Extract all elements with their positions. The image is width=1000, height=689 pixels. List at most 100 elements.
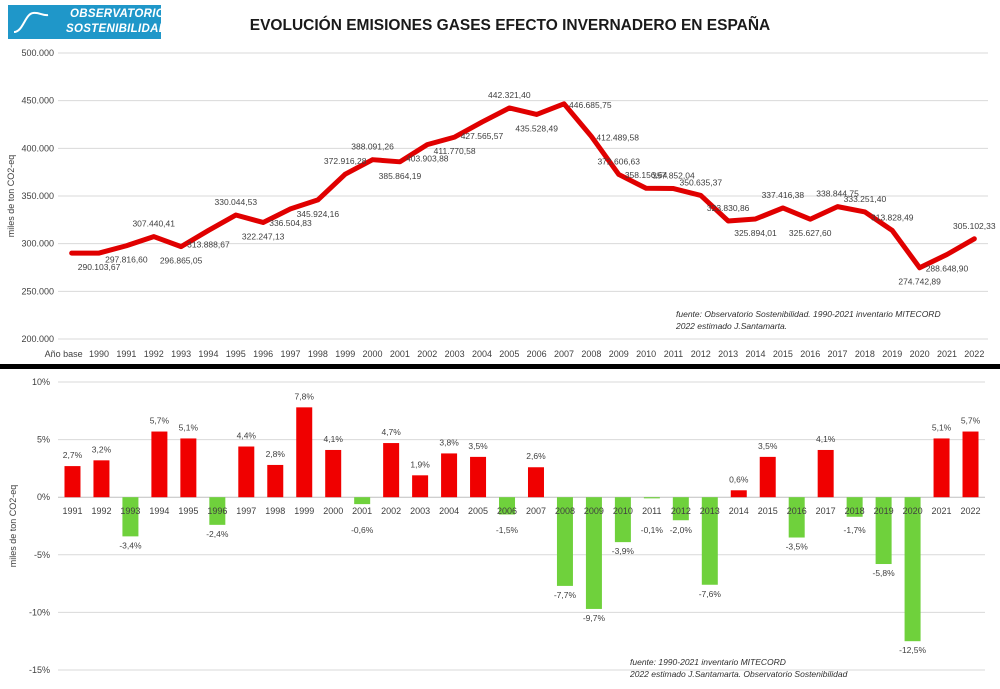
x-tick-label: 1993 (171, 349, 191, 359)
data-label: 411.770,58 (434, 146, 476, 156)
data-label: 358.156,64 (625, 170, 668, 180)
data-label: 372.916,28 (324, 156, 367, 166)
data-label: -1,5% (496, 525, 519, 535)
bar (672, 497, 689, 521)
data-label: 336.504,83 (269, 218, 312, 228)
data-label: 330.044,53 (215, 197, 258, 207)
bar (441, 453, 458, 498)
x-tick-label: 2005 (468, 506, 488, 516)
data-label: -12,5% (899, 645, 926, 655)
source-note: fuente: 1990-2021 inventario MITECORD (630, 657, 786, 667)
y-tick-label: -15% (29, 665, 50, 675)
bar (933, 438, 950, 498)
x-tick-label: 2016 (800, 349, 820, 359)
x-tick-label: Año base (45, 349, 83, 359)
data-label: -7,6% (699, 589, 722, 599)
bar (354, 497, 371, 505)
data-label: 4,1% (816, 434, 836, 444)
x-tick-label: 2009 (584, 506, 604, 516)
x-tick-label: 2017 (816, 506, 836, 516)
source-note: 2022 estimado J.Santamarta. Observatorio… (629, 669, 848, 679)
data-label: 5,7% (961, 416, 981, 426)
x-tick-label: 2004 (472, 349, 492, 359)
x-tick-label: 2020 (910, 349, 930, 359)
data-point (643, 186, 649, 191)
bar (267, 464, 284, 498)
bar (412, 475, 429, 498)
y-tick-label: 10% (32, 377, 50, 387)
x-tick-label: 2000 (323, 506, 343, 516)
x-tick-label: 2019 (882, 349, 902, 359)
data-label: -9,7% (583, 613, 606, 623)
x-tick-label: 2021 (937, 349, 957, 359)
y-tick-label: -10% (29, 607, 50, 617)
bar (296, 407, 313, 498)
bar (585, 497, 602, 609)
data-point (972, 236, 977, 242)
data-point (151, 234, 156, 239)
x-tick-label: 2012 (691, 349, 711, 359)
data-point (96, 250, 102, 256)
data-label: 2,6% (526, 451, 546, 461)
x-tick-label: 2010 (636, 349, 656, 359)
data-point (452, 134, 457, 140)
x-tick-label: 2003 (410, 506, 430, 516)
chart-separator (0, 364, 1000, 369)
bar (209, 497, 226, 525)
x-tick-label: 2004 (439, 506, 459, 516)
page-title: EVOLUCIÓN EMISIONES GASES EFECTO INVERNA… (249, 17, 771, 34)
source-note: 2022 estimado J.Santamarta. (675, 321, 787, 331)
data-label: 4,1% (324, 434, 344, 444)
y-tick-label: 400.000 (21, 143, 54, 153)
x-tick-label: 1999 (335, 349, 355, 359)
data-label: -5,8% (873, 568, 896, 578)
data-label: 5,1% (179, 422, 199, 432)
x-tick-label: 1997 (280, 349, 300, 359)
x-tick-label: 2020 (903, 506, 923, 516)
data-point (616, 172, 621, 177)
x-tick-label: 1998 (308, 349, 328, 359)
x-tick-label: 2002 (381, 506, 401, 516)
data-point (589, 134, 594, 139)
y-axis-label: miles de ton CO2-eq (6, 155, 16, 238)
data-label: 323.830,86 (707, 203, 750, 213)
data-label: 337.416,38 (762, 190, 805, 200)
data-label: -3,5% (786, 542, 809, 552)
series-line (69, 101, 977, 271)
data-label: -0,6% (351, 525, 374, 535)
x-tick-label: 2018 (855, 349, 875, 359)
data-point (507, 105, 512, 111)
data-label: 322.247,13 (242, 231, 285, 241)
x-tick-label: 1999 (294, 506, 314, 516)
x-tick-label: 1991 (62, 506, 82, 516)
x-tick-label: 2012 (671, 506, 691, 516)
data-point (808, 217, 813, 222)
data-label: 350.635,37 (680, 177, 723, 187)
data-label: 403.903,88 (406, 154, 449, 164)
data-label: 442.321,40 (488, 90, 531, 100)
data-label: 313.888,67 (187, 239, 230, 249)
bar (904, 497, 921, 642)
bar (730, 490, 747, 498)
x-tick-label: 1996 (207, 506, 227, 516)
data-label: 385.864,19 (379, 171, 422, 181)
data-point (671, 186, 676, 191)
data-point (534, 112, 539, 117)
bar (962, 431, 979, 498)
x-tick-label: 2002 (417, 349, 437, 359)
data-label: 3,2% (92, 444, 112, 454)
x-tick-label: 2015 (758, 506, 778, 516)
observatorio-logo: OBSERVATORIO SOSTENIBILIDAD (8, 5, 167, 39)
x-tick-label: 2017 (828, 349, 848, 359)
data-point (561, 101, 567, 107)
x-tick-label: 2011 (642, 506, 661, 516)
x-tick-label: 2013 (700, 506, 720, 516)
x-tick-label: 1994 (149, 506, 169, 516)
bar (817, 449, 834, 498)
data-point (233, 212, 238, 218)
data-label: 7,8% (295, 391, 315, 401)
x-tick-label: 2022 (964, 349, 984, 359)
x-tick-label: 2016 (787, 506, 807, 516)
x-tick-label: 2000 (363, 349, 383, 359)
